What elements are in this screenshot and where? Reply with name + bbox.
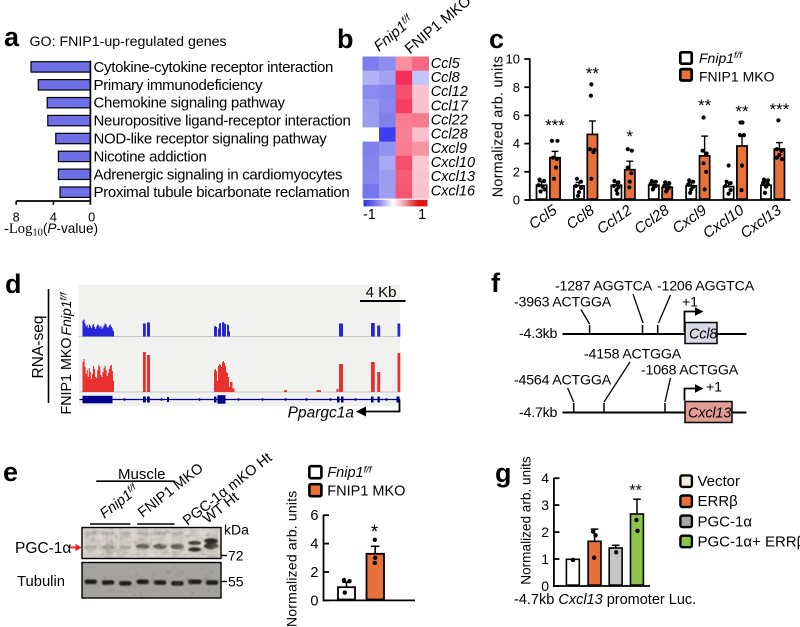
svg-text:**: **: [735, 102, 749, 121]
svg-text:b: b: [337, 24, 354, 54]
svg-text:8: 8: [513, 80, 520, 95]
svg-text:2: 2: [310, 565, 318, 581]
svg-text:Fnip1f/f: Fnip1f/f: [58, 291, 74, 335]
svg-text:Cxcl13: Cxcl13: [688, 406, 731, 422]
svg-text:-Log10(P-value): -Log10(P-value): [4, 221, 98, 239]
svg-text:Cxcl16: Cxcl16: [431, 183, 476, 199]
svg-text:***: ***: [545, 116, 565, 135]
svg-text:4: 4: [310, 537, 318, 553]
svg-text:Ppargc1a: Ppargc1a: [288, 405, 355, 422]
svg-text:-4564 ACTGGA: -4564 ACTGGA: [514, 373, 612, 389]
svg-text:-3963 ACTGGA: -3963 ACTGGA: [514, 295, 612, 311]
svg-text:72: 72: [228, 548, 244, 564]
svg-text:**: **: [698, 96, 712, 115]
svg-text:g: g: [495, 458, 512, 488]
svg-text:Ccl22: Ccl22: [431, 113, 468, 129]
svg-text:4: 4: [513, 136, 520, 151]
svg-text:Cxcl9: Cxcl9: [431, 141, 467, 157]
svg-text:c: c: [489, 24, 504, 54]
svg-text:Normalized arb. units: Normalized arb. units: [491, 56, 507, 197]
svg-text:4: 4: [50, 211, 57, 225]
svg-text:Proximal tubule bicarbonate re: Proximal tubule bicarbonate reclamation: [94, 184, 350, 201]
svg-text:a: a: [4, 22, 20, 52]
svg-text:PGC-1α+ ERRβ: PGC-1α+ ERRβ: [698, 533, 800, 550]
svg-text:-1068 ACTGGA: -1068 ACTGGA: [641, 363, 739, 379]
svg-text:ERRβ: ERRβ: [698, 493, 739, 510]
svg-text:-1: -1: [363, 207, 376, 223]
svg-text:PGC-1α: PGC-1α: [15, 540, 71, 557]
svg-text:Fnip1f/f: Fnip1f/f: [699, 50, 743, 66]
svg-text:kDa: kDa: [224, 522, 249, 538]
svg-text:Ccl28: Ccl28: [431, 127, 468, 143]
svg-text:Normalized arb. units: Normalized arb. units: [284, 491, 300, 627]
svg-text:-4.7kb Cxcl13 promoter Luc.: -4.7kb Cxcl13 promoter Luc.: [514, 592, 696, 608]
svg-text:4: 4: [541, 470, 549, 486]
svg-text:Adrenergic signaling in cardio: Adrenergic signaling in cardiomyocytes: [94, 166, 343, 183]
svg-text:1: 1: [541, 551, 549, 567]
svg-text:Ccl8: Ccl8: [689, 327, 717, 343]
svg-text:-1287 AGGTCA: -1287 AGGTCA: [555, 279, 653, 295]
svg-text:1: 1: [418, 207, 426, 223]
svg-text:-4.3kb: -4.3kb: [519, 326, 558, 342]
svg-text:Cytokine-cytokine receptor int: Cytokine-cytokine receptor interaction: [94, 59, 334, 76]
svg-text:2: 2: [513, 164, 520, 179]
svg-text:Ccl12: Ccl12: [431, 84, 468, 100]
svg-text:-4.7kb: -4.7kb: [519, 405, 558, 421]
svg-text:GO: FNIP1-up-regulated genes: GO: FNIP1-up-regulated genes: [30, 34, 227, 50]
svg-text:RNA-seq: RNA-seq: [30, 316, 47, 379]
svg-text:0: 0: [513, 193, 520, 208]
svg-text:6: 6: [513, 108, 520, 123]
svg-text:Ccl8: Ccl8: [431, 70, 460, 86]
svg-text:Cxcl13: Cxcl13: [431, 169, 475, 185]
svg-text:Muscle: Muscle: [118, 466, 166, 483]
svg-text:**: **: [586, 64, 600, 83]
svg-text:8: 8: [13, 211, 20, 225]
svg-text:10: 10: [506, 52, 520, 67]
svg-text:*: *: [371, 522, 379, 543]
svg-text:***: ***: [769, 100, 789, 119]
svg-text:f: f: [491, 268, 501, 298]
svg-text:FNIP1 MKO: FNIP1 MKO: [699, 68, 775, 84]
svg-text:Ccl5: Ccl5: [431, 56, 461, 72]
svg-text:+1: +1: [682, 295, 698, 311]
svg-text:Primary immunodeficiency: Primary immunodeficiency: [94, 77, 263, 94]
svg-text:2: 2: [541, 524, 549, 540]
svg-text:Tubulin: Tubulin: [17, 574, 65, 590]
svg-text:4 Kb: 4 Kb: [366, 284, 397, 301]
svg-text:d: d: [5, 269, 22, 299]
svg-text:Ccl17: Ccl17: [431, 98, 469, 114]
svg-text:FNIP1 MKO: FNIP1 MKO: [59, 337, 75, 414]
svg-text:**: **: [629, 483, 641, 500]
svg-text:Vector: Vector: [698, 473, 741, 490]
svg-text:0: 0: [88, 211, 95, 225]
svg-text:NOD-like receptor signaling pa: NOD-like receptor signaling pathway: [94, 131, 328, 148]
svg-text:-1206 AGGTCA: -1206 AGGTCA: [657, 279, 755, 295]
svg-text:6: 6: [310, 508, 318, 524]
svg-text:+1: +1: [706, 380, 722, 396]
svg-text:Normalized arb. units: Normalized arb. units: [519, 456, 534, 585]
svg-text:Neuropositive ligand-receptor: Neuropositive ligand-receptor interactio…: [94, 113, 351, 130]
svg-text:55: 55: [228, 574, 244, 590]
svg-text:Nicotine addiction: Nicotine addiction: [94, 148, 207, 165]
svg-text:PGC-1α: PGC-1α: [698, 513, 753, 530]
svg-text:e: e: [3, 457, 18, 487]
svg-text:Fnip1f/f: Fnip1f/f: [327, 464, 373, 481]
svg-text:0: 0: [310, 593, 318, 609]
svg-text:3: 3: [541, 497, 549, 513]
svg-text:Chemokine signaling pathway: Chemokine signaling pathway: [94, 95, 286, 112]
svg-text:*: *: [626, 127, 633, 146]
svg-text:0: 0: [541, 578, 549, 594]
svg-text:FNIP1 MKO: FNIP1 MKO: [327, 484, 405, 500]
svg-text:Cxcl10: Cxcl10: [431, 155, 475, 171]
svg-text:-4158 ACTGGA: -4158 ACTGGA: [584, 347, 682, 363]
